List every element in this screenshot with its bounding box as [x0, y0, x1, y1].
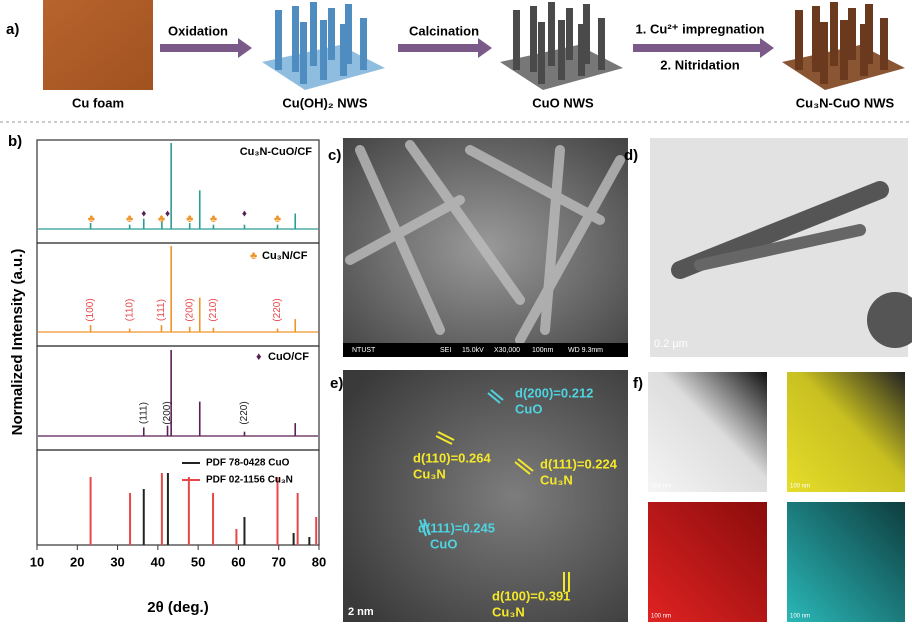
- scale-label: 100 nm: [651, 484, 671, 490]
- x-tick-label: 30: [110, 554, 124, 569]
- panel-d: 0.2 µm d): [624, 138, 912, 357]
- info-text: NTUST: [352, 347, 376, 354]
- hrtem-image: [343, 370, 628, 622]
- stem-image: [648, 372, 767, 492]
- subplot-frame: [36, 449, 320, 546]
- cuo-nanowires: [500, 2, 623, 90]
- panel-e: e) 2 nm d(200)=0.212 CuO d(110)=0.264 Cu…: [330, 370, 628, 622]
- hkl-label: (200): [162, 401, 173, 424]
- panel-label: e): [330, 375, 343, 392]
- info-text: 100nm: [532, 347, 554, 354]
- d-spacing: d(100)=0.391: [492, 588, 570, 603]
- hkl-label: (110): [124, 299, 135, 322]
- hkl-label: (220): [272, 298, 283, 321]
- d-spacing: d(111)=0.224: [540, 456, 618, 471]
- legend-label: PDF 78-0428 CuO: [206, 458, 290, 469]
- hkl-label: (111): [156, 299, 167, 321]
- panel-label: d): [624, 147, 638, 164]
- cu-foam-image: [43, 0, 153, 90]
- x-tick-label: 40: [151, 554, 165, 569]
- peak-marker: ♣: [186, 213, 193, 225]
- info-text: 15.0kV: [462, 347, 484, 354]
- info-bar: [343, 343, 628, 357]
- step-label: 2. Nitridation: [660, 57, 740, 72]
- hkl-label: (100): [85, 298, 96, 321]
- panel-c: NTUST SEI 15.0kV X30,000 100nm WD 9.3mm …: [328, 138, 628, 357]
- peak-marker: ♣: [274, 213, 281, 225]
- peak-marker: ♣: [210, 213, 217, 225]
- hkl-label: (111): [138, 402, 149, 424]
- legend-label: PDF 02-1156 Cu₃N: [206, 475, 293, 486]
- scale-label: 100 nm: [790, 614, 810, 620]
- peak-marker: ♣: [158, 213, 165, 225]
- info-text: WD 9.3mm: [568, 347, 603, 354]
- panel-label: f): [633, 375, 643, 392]
- scale-label: 100 nm: [651, 614, 671, 620]
- map-image: [648, 502, 767, 622]
- peak-marker: ♦: [141, 209, 146, 220]
- series-label: CuO/CF: [268, 351, 309, 363]
- stage-label: Cu foam: [72, 95, 124, 110]
- scale-label: 100 nm: [790, 484, 810, 490]
- cuoh2-nanowires: [262, 2, 385, 90]
- phase: CuO: [430, 536, 457, 551]
- x-tick-label: 60: [231, 554, 245, 569]
- d-spacing: d(111)=0.245: [418, 520, 495, 535]
- step-label: Oxidation: [168, 23, 228, 38]
- y-axis-label: Normalized Intensity (a.u.): [9, 249, 26, 436]
- scale-label: 0.2 µm: [654, 338, 688, 350]
- panel-f: f) 100 nm 100 nm 100 nm 100 nm: [633, 372, 905, 622]
- x-tick-label: 70: [271, 554, 285, 569]
- nanowire: [694, 224, 866, 271]
- d-spacing: d(110)=0.264: [413, 450, 491, 465]
- panel-label: b): [8, 133, 22, 150]
- scale-label: 2 nm: [348, 606, 374, 618]
- arrow: [160, 38, 252, 58]
- stage-label: CuO NWS: [532, 95, 594, 110]
- phase: Cu₃N: [540, 472, 573, 487]
- map-image: [787, 502, 905, 622]
- map-image: [787, 372, 905, 492]
- peak-marker: ♦: [242, 209, 247, 220]
- panel-a: a) Cu foam Oxidation Cu(OH)₂ NWS Calcina…: [0, 0, 912, 123]
- x-tick-label: 10: [30, 554, 44, 569]
- phase: Cu₃N: [492, 604, 525, 619]
- x-axis-label: 2θ (deg.): [147, 599, 208, 616]
- particle: [867, 292, 912, 348]
- arrow: [633, 38, 774, 58]
- step-label: Calcination: [409, 23, 479, 38]
- stage-label: Cu₃N-CuO NWS: [796, 95, 895, 110]
- arrow: [398, 38, 492, 58]
- x-tick-label: 80: [312, 554, 326, 569]
- stage-label: Cu(OH)₂ NWS: [282, 95, 368, 110]
- cu3n-cuo-nanowires: [782, 2, 905, 90]
- series-label: Cu₃N-CuO/CF: [240, 146, 313, 158]
- peak-marker: ♣: [126, 213, 133, 225]
- peak-marker: ♦: [165, 209, 170, 220]
- hkl-label: (210): [208, 298, 219, 321]
- peak-marker: ♣: [88, 213, 95, 225]
- phase: CuO: [515, 401, 542, 416]
- info-text: X30,000: [494, 347, 520, 354]
- spacing-labels: d(200)=0.212 CuO d(110)=0.264 Cu₃N d(111…: [413, 385, 618, 619]
- legend-symbol: ♣: [250, 250, 257, 262]
- x-tick-label: 50: [191, 554, 205, 569]
- d-spacing: d(200)=0.212: [515, 385, 593, 400]
- series-label: Cu₃N/CF: [262, 250, 308, 262]
- info-text: SEI: [440, 347, 451, 354]
- fringe-markers: [419, 389, 570, 592]
- panel-label: a): [6, 21, 19, 38]
- hkl-label: (220): [239, 401, 250, 424]
- x-tick-label: 20: [70, 554, 84, 569]
- hkl-label: (200): [184, 298, 195, 321]
- panel-label: c): [328, 147, 341, 164]
- phase: Cu₃N: [413, 466, 446, 481]
- step-label: 1. Cu²⁺ impregnation: [636, 21, 765, 36]
- legend-symbol: ♦: [256, 351, 262, 363]
- panel-b: b) 2θ (deg.) Normalized Intensity (a.u.)…: [8, 133, 326, 616]
- nanowire-texture: [345, 140, 625, 345]
